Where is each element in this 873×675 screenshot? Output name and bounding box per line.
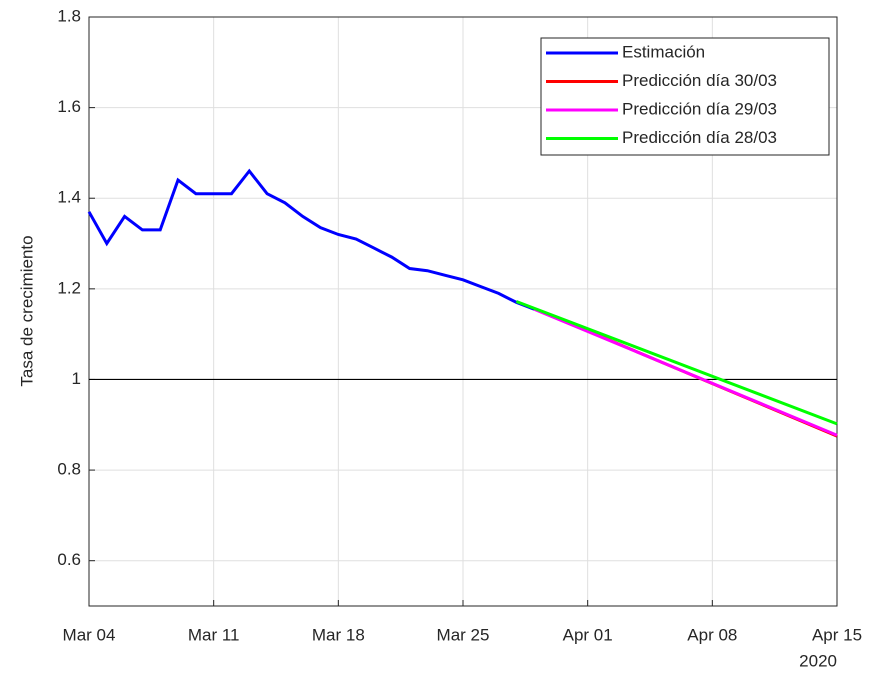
y-axis-label: Tasa de crecimiento	[17, 235, 36, 386]
x-tick-label: Apr 08	[687, 625, 737, 644]
legend-label: Predicción día 30/03	[622, 71, 777, 90]
x-tick-label: Mar 25	[437, 625, 490, 644]
y-tick-label: 1.6	[57, 97, 81, 116]
y-tick-label: 1.8	[57, 6, 81, 25]
y-tick-label: 1	[72, 369, 81, 388]
y-tick-label: 1.4	[57, 188, 81, 207]
legend-label: Predicción día 29/03	[622, 99, 777, 118]
x-tick-label: Apr 15	[812, 625, 862, 644]
y-tick-label: 0.6	[57, 550, 81, 569]
x-tick-label: Apr 01	[563, 625, 613, 644]
y-tick-label: 0.8	[57, 460, 81, 479]
series-line	[533, 307, 838, 437]
x-tick-label: Mar 18	[312, 625, 365, 644]
legend-box	[540, 37, 830, 156]
series-line	[87, 168, 535, 311]
axes-box	[88, 16, 838, 607]
legend-label: Estimación	[622, 42, 705, 61]
y-tick-label: 1.2	[57, 278, 81, 297]
x-tick-label: Mar 11	[188, 625, 240, 644]
x-secondary-label: 2020	[799, 651, 837, 670]
series-line	[515, 300, 838, 426]
legend-label: Predicción día 28/03	[622, 128, 777, 147]
x-tick-label: Mar 04	[63, 625, 116, 644]
